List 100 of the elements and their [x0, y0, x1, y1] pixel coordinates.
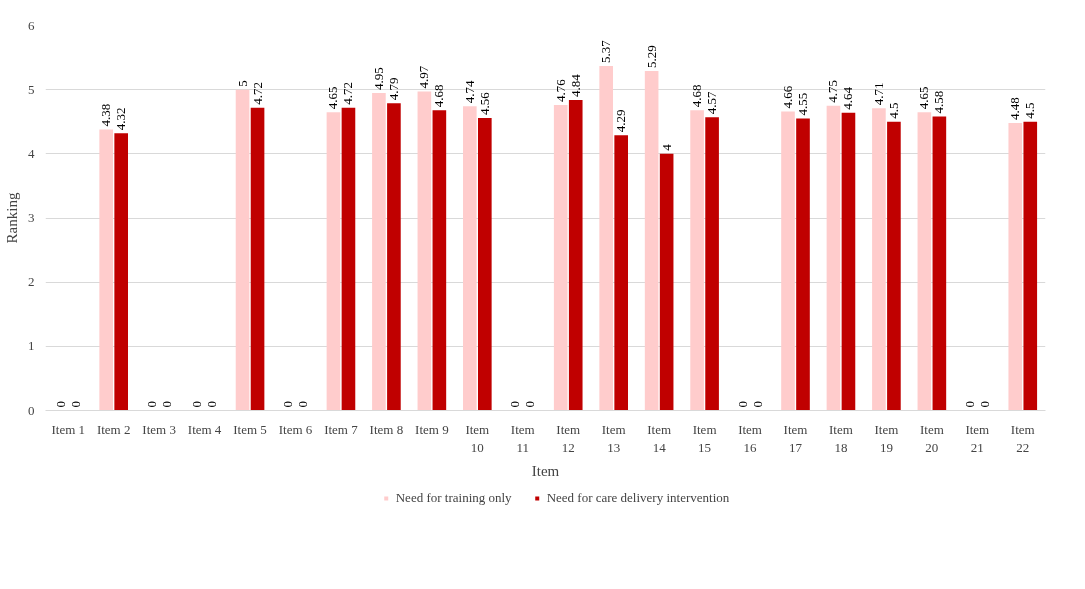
y-axis-title: Ranking: [4, 192, 20, 244]
bar: [614, 135, 628, 411]
x-tick-label: Item 14: [647, 421, 672, 455]
x-tick-label: Item 10: [465, 421, 490, 455]
y-tick-label: 5: [28, 81, 35, 97]
data-label: 0: [961, 401, 977, 408]
bar: [568, 99, 583, 411]
data-label: 4.38: [98, 103, 114, 127]
legend-label: Need for training only: [395, 490, 512, 506]
y-tick-label: 6: [28, 17, 35, 33]
bar: [826, 105, 841, 411]
bar: [417, 91, 432, 411]
x-tick-label: Item 17: [783, 421, 808, 455]
data-label: 5: [234, 80, 250, 87]
data-label: 4.72: [249, 81, 265, 105]
x-tick-label: Item 19: [874, 421, 899, 455]
data-label: 4.5: [1022, 102, 1038, 119]
bar: [841, 112, 856, 411]
bar: [705, 117, 719, 411]
bar: [326, 112, 341, 411]
data-label: 4.68: [431, 84, 447, 108]
bar: [387, 103, 401, 411]
x-tick-label: Item 6: [278, 421, 313, 437]
bar: [932, 116, 947, 411]
data-label: 0: [67, 401, 83, 408]
bar: [690, 110, 704, 411]
bar: [114, 133, 128, 411]
y-tick-label: 1: [28, 338, 35, 354]
data-label: 4.84: [567, 73, 583, 97]
bar: [872, 108, 886, 411]
x-tick-label: Item 5: [233, 421, 267, 437]
x-tick-label: Item 22: [1010, 421, 1035, 455]
data-label: 0: [158, 401, 174, 408]
data-label: 4.64: [840, 86, 856, 110]
bar: [553, 105, 568, 411]
bar: [887, 121, 901, 411]
data-label: 4.95: [370, 67, 386, 90]
data-label: 0: [204, 401, 220, 408]
data-label: 4.57: [704, 91, 720, 115]
bar: [796, 118, 810, 411]
data-label: 0: [189, 401, 205, 408]
x-tick-label: Item 1: [51, 421, 86, 437]
data-label: 4.75: [825, 79, 841, 103]
data-label: 4.55: [795, 92, 810, 116]
x-tick-label: Item 3: [142, 421, 176, 437]
y-tick-label: 0: [28, 402, 35, 418]
data-label: 0: [507, 401, 523, 408]
x-tick-label: Item 7: [324, 421, 359, 437]
data-label: 4.56: [476, 91, 492, 115]
x-tick-label: Item 15: [692, 421, 717, 455]
data-label: 4.48: [1007, 97, 1023, 121]
bar: [463, 106, 477, 411]
data-label: 4.65: [325, 86, 341, 110]
y-tick-label: 4: [28, 145, 35, 161]
data-label: 4.72: [340, 81, 356, 105]
bar: [659, 153, 674, 411]
data-label: 4.29: [613, 109, 629, 133]
legend-label: Need for care delivery intervention: [546, 490, 730, 506]
bar: [644, 71, 659, 411]
data-label: 5.37: [598, 39, 614, 63]
bar: [235, 89, 250, 411]
y-tick-label: 2: [28, 274, 35, 290]
x-tick-label: Item 20: [919, 421, 944, 455]
bar: [599, 65, 613, 411]
bar: [432, 110, 447, 411]
data-label: 5.29: [643, 45, 659, 69]
data-label: 0: [749, 401, 765, 408]
data-label: 4: [658, 143, 674, 151]
data-label: 4.32: [113, 107, 129, 131]
bar: [372, 92, 386, 411]
data-label: 0: [280, 401, 295, 408]
bar: [781, 111, 795, 411]
data-label: 0: [143, 401, 159, 408]
x-tick-label: Item 8: [369, 421, 404, 437]
data-label: 4.58: [931, 90, 947, 114]
data-label: 4.74: [461, 80, 477, 104]
data-label: 4.66: [780, 85, 795, 109]
bar: [917, 112, 932, 411]
data-label: 0: [976, 401, 992, 408]
data-label: 4.76: [552, 78, 568, 103]
x-tick-label: Item 13: [601, 421, 626, 455]
x-tick-label: Item 2: [96, 421, 131, 437]
x-tick-label: Item 18: [829, 421, 853, 455]
y-tick-label: 3: [28, 210, 35, 225]
bar: [478, 117, 492, 411]
data-label: 4.79: [385, 77, 401, 101]
data-label: 0: [52, 401, 68, 408]
bar: [99, 129, 113, 411]
bar: [1023, 121, 1038, 411]
bar: [1008, 123, 1023, 411]
data-label: 4.65: [916, 86, 932, 110]
x-tick-label: Item 4: [187, 421, 222, 437]
x-tick-label: Item 21: [965, 421, 990, 455]
x-tick-label: Item 9: [415, 421, 449, 437]
data-label: 0: [295, 401, 310, 408]
x-tick-label: Item 16: [738, 421, 762, 455]
x-tick-label: Item 11: [510, 421, 535, 455]
data-label: 4.71: [870, 82, 886, 106]
data-label: 4.68: [689, 84, 705, 108]
x-tick-label: Item 12: [556, 421, 581, 455]
